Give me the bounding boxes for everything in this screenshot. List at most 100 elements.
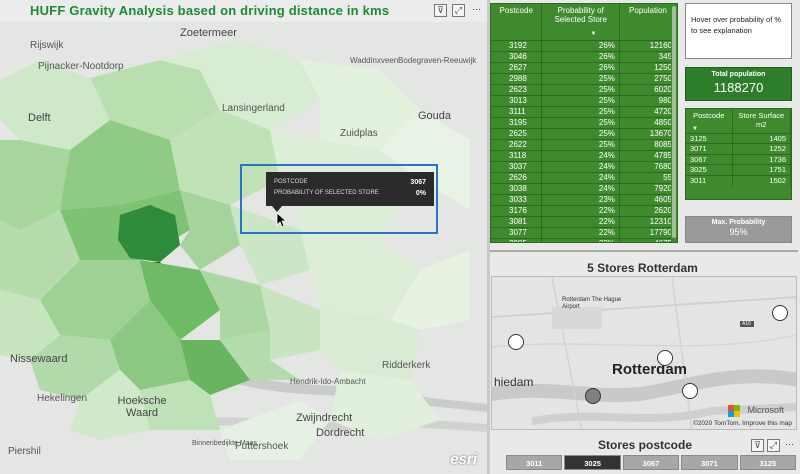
table-row[interactable]: 3067 1736 [686,153,791,165]
place-label: Zwijndrecht [296,412,353,424]
table-row[interactable]: 3077 22% 17790 [491,226,677,238]
table-row[interactable]: 2988 25% 2750 [491,72,677,84]
probability-table[interactable]: Postcode Probability of Selected Store ▼ … [490,3,678,243]
store-marker[interactable] [772,305,788,321]
table-row[interactable]: 3033 23% 4605 [491,193,677,205]
postcode-slicer[interactable]: 3011 3025 3067 3071 3125 [506,455,797,470]
cell-population: 7680 [619,160,677,172]
choropleth-map-visual[interactable]: HUFF Gravity Analysis based on driving d… [0,0,487,474]
table-row[interactable]: 3081 22% 12310 [491,215,677,227]
cell-population: 345 [619,50,677,62]
map-title-bar: HUFF Gravity Analysis based on driving d… [0,0,487,22]
table-row[interactable]: 3011 1502 [686,174,791,186]
table-row[interactable]: 2623 25% 6020 [491,83,677,95]
table-row[interactable]: 3013 25% 980 [491,94,677,106]
column-header-store-surface[interactable]: Store Surface m2 [732,109,791,133]
place-label: Ridderkerk [382,360,431,371]
cell-probability: 25% [541,72,620,84]
choropleth-map[interactable] [0,0,487,474]
table-row[interactable]: 3195 25% 4850 [491,116,677,128]
column-header-postcode[interactable]: Postcode ▼ [686,109,733,133]
table-row[interactable]: 3125 1405 [686,132,791,144]
stores-map[interactable]: Rotterdam The Hague Airport Rotterdam hi… [491,276,797,430]
filter-icon[interactable]: ⊽ [751,439,764,452]
place-label: Hendrik-Ido-Ambacht [290,377,366,386]
cell-probability: 24% [541,160,620,172]
column-header-postcode[interactable]: Postcode [491,4,543,40]
table-row[interactable]: 3037 24% 7680 [491,160,677,172]
more-options-icon[interactable]: ⋯ [785,439,794,449]
slicer-title: Stores postcode [597,438,693,452]
place-label: Bodegraven-Reeuwijk [398,56,477,65]
microsoft-logo-icon [728,405,740,417]
sort-desc-icon: ▼ [590,30,597,37]
cell-probability: 22% [541,226,620,238]
store-surface-table[interactable]: Postcode ▼ Store Surface m2 3125 1405 3071 1… [685,108,792,200]
cell-probability: 24% [541,171,620,183]
slicer-option-3125[interactable]: 3125 [739,455,797,470]
place-label: Hoeksche Waard [117,395,167,419]
tooltip-arrow [272,206,282,212]
table-row[interactable]: 2625 25% 13670 [491,127,677,139]
table-row[interactable]: 298522%4675 [491,237,677,242]
table-row[interactable]: 3111 25% 4720 [491,105,677,117]
map-attribution[interactable]: ©2020 TomTom, Improve this map [693,420,792,427]
tooltip-value: 0% [415,190,426,197]
store-marker[interactable] [508,334,524,350]
slicer-option-3067[interactable]: 3067 [622,455,680,470]
cell-store-surface: 1736 [732,153,791,165]
tooltip-value: 3067 [410,179,426,186]
cell-postcode: 3038 [491,182,543,194]
table-row[interactable]: 3176 22% 2620 [491,204,677,216]
store-marker[interactable] [682,383,698,399]
total-population-card: Total population 1188270 [685,67,792,101]
slicer-option-3025[interactable]: 3025 [564,455,621,470]
cell-population: 980 [619,94,677,106]
table-row[interactable]: 3118 24% 4785 [491,149,677,161]
cell-population: 2620 [619,204,677,216]
table-row[interactable]: 2627 26% 1250 [491,61,677,73]
more-options-icon[interactable]: ⋯ [472,4,481,14]
cell-postcode: 3081 [491,215,543,227]
table-row[interactable]: 3071 1252 [686,143,791,154]
column-header-probability[interactable]: Probability of Selected Store ▼ [541,4,620,40]
cell-population: 12310 [619,215,677,227]
table-row[interactable]: 2626 24% 55 [491,171,677,183]
tooltip-row-postcode: POSTCODE 3067 [274,177,426,188]
place-label: Lansingerland [222,103,285,114]
slicer-option-3011[interactable]: 3011 [506,455,563,470]
cell-population: 6020 [619,83,677,95]
tooltip-highlight-box [240,164,438,234]
store-marker-selected[interactable] [585,388,601,404]
cell-population: 4785 [619,149,677,161]
cell-postcode: 3071 [686,143,733,154]
cell-postcode: 3013 [491,94,543,106]
filter-icon[interactable]: ⊽ [434,4,447,17]
total-population-value: 1188270 [713,80,764,95]
table-row[interactable]: 2622 25% 8085 [491,138,677,150]
table-row[interactable]: 3038 24% 7920 [491,182,677,194]
focus-mode-icon[interactable]: ⤢ [452,4,465,17]
place-label: Zoetermeer [180,27,237,39]
cell-postcode: 2627 [491,61,543,73]
column-header-population[interactable]: Population [619,4,677,40]
cell-probability: 25% [541,127,620,139]
max-probability-value: 95% [729,227,748,237]
table-row[interactable]: 3025 1751 [686,164,791,175]
table-scrollbar[interactable] [671,4,677,242]
max-probability-label: Max. Probability [711,219,766,226]
highway-label: A16 [742,321,751,327]
cell-population: 13670 [619,127,677,139]
cell-postcode: 3077 [491,226,543,238]
cell-postcode: 3176 [491,204,543,216]
table-row[interactable]: 3192 26% 12160 [491,39,677,51]
focus-mode-icon[interactable]: ⤢ [767,439,780,452]
place-label: Nissewaard [10,353,68,365]
table-row[interactable]: 3046 26% 345 [491,50,677,62]
cell-postcode: 2988 [491,72,543,84]
store-marker[interactable] [657,350,673,366]
place-label: Dordrecht [316,427,365,439]
slicer-option-3071[interactable]: 3071 [681,455,738,470]
cell-postcode: 2622 [491,138,543,150]
scrollbar-thumb[interactable] [672,6,676,238]
